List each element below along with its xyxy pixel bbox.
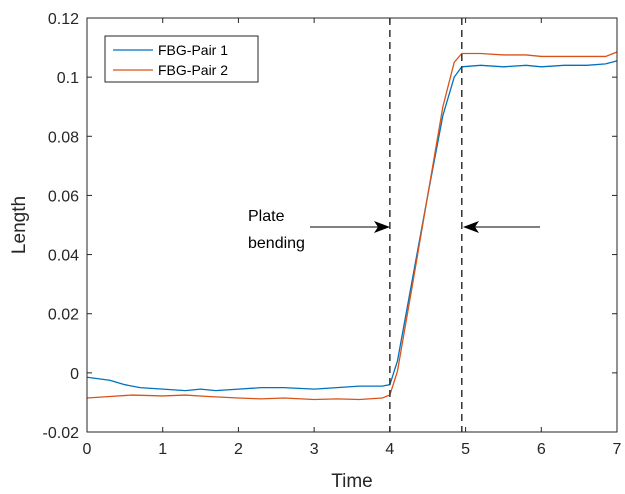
- x-tick-label: 2: [234, 441, 243, 458]
- annotation-arrow-right-head: [463, 221, 479, 233]
- legend-box: [104, 35, 259, 83]
- x-tick-label: 1: [158, 441, 167, 458]
- x-tick-label: 6: [537, 441, 546, 458]
- y-tick-label: 0.12: [48, 11, 79, 28]
- legend-label-fbg-pair-1: FBG-Pair 1: [158, 42, 228, 58]
- series-line-fbg-pair-2: [86, 51, 618, 401]
- annotation-arrow-left-head: [374, 221, 390, 233]
- y-tick-label: 0.08: [48, 129, 79, 146]
- y-tick-label: -0.02: [43, 425, 80, 442]
- annotation-text-plate: Plate: [248, 208, 285, 225]
- x-tick-label: 4: [385, 441, 394, 458]
- x-tick-label: 7: [613, 441, 622, 458]
- x-tick-label: 3: [310, 441, 319, 458]
- axes-box: [86, 17, 618, 433]
- legend: FBG-Pair 1 FBG-Pair 2: [104, 35, 259, 83]
- series-layer: [86, 51, 618, 401]
- x-tick-label: 0: [83, 441, 92, 458]
- y-tick-label: 0.06: [48, 188, 79, 205]
- x-tick-label: 5: [461, 441, 470, 458]
- y-axis-title: Length: [9, 196, 30, 254]
- annotation-text-bending: bending: [248, 235, 305, 252]
- annotation: Plate bending: [248, 208, 540, 252]
- vertical-lines-layer: [389, 18, 463, 432]
- plot-area-background: [87, 18, 617, 432]
- legend-label-fbg-pair-2: FBG-Pair 2: [158, 62, 228, 78]
- y-tick-label: 0.02: [48, 307, 79, 324]
- x-axis-title: Time: [331, 471, 373, 492]
- y-tick-label: 0: [70, 366, 79, 383]
- series-line-fbg-pair-1: [86, 60, 618, 392]
- y-tick-label: 0.04: [48, 248, 79, 265]
- y-tick-label: 0.1: [57, 70, 79, 87]
